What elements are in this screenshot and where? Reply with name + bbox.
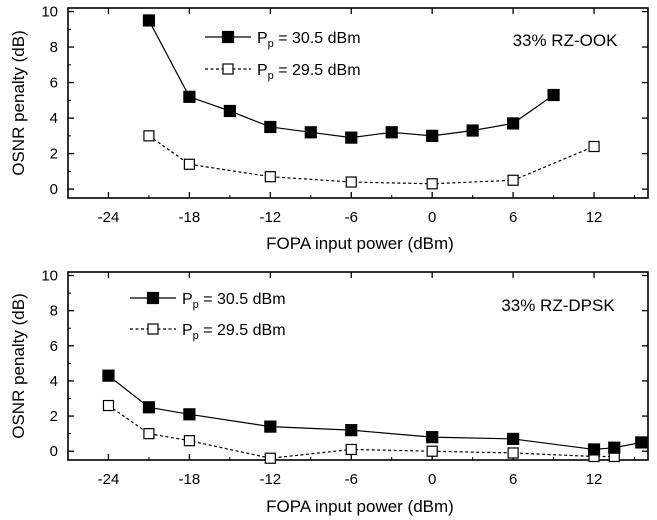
y-tick-label: 10 [41,4,58,21]
data-point [264,171,276,183]
x-tick-label: 0 [428,209,436,226]
y-tick-label: 0 [50,443,58,460]
data-point [223,104,236,118]
data-point [507,447,519,459]
series-2 [143,130,600,190]
data-point [264,420,277,433]
data-point [345,131,358,144]
x-tick-label: -6 [345,471,358,488]
series-1 [142,14,560,144]
x-axis-label: FOPA input power (dBm) [266,234,454,253]
y-tick-label: 2 [50,408,58,425]
data-point [102,399,115,412]
x-tick-label: -18 [179,209,201,226]
data-point [345,176,357,188]
data-point [102,369,115,382]
chart-panel-2: -24 -18 -12 -6 0 6 12 0 2 4 6 8 10 FOPA input power (… [9,268,649,516]
legend-marker [147,323,159,335]
data-point [547,88,560,102]
y-axis-label: OSNR penalty (dB) [9,293,28,439]
x-tick-label: 6 [509,209,517,226]
data-point [588,140,600,153]
data-point [183,435,195,447]
data-point [142,401,156,414]
data-point [587,443,601,456]
data-point [142,14,156,27]
y-tick-label: 6 [50,338,58,355]
data-point [345,424,358,437]
x-tick-label: -12 [259,471,281,488]
data-point [608,441,621,454]
legend-label: Pp = 30.5 dBm [257,30,361,50]
y-tick-label: 4 [50,373,58,390]
y-tick-label: 0 [50,181,58,198]
data-point [426,129,439,142]
y-tick-label: 6 [50,75,58,92]
chart-annotation: 33% RZ-OOK [513,31,619,50]
x-tick-label: 6 [509,471,517,488]
chart-annotation: 33% RZ-DPSK [501,296,615,315]
data-point [507,174,519,186]
legend-marker [221,30,235,44]
legend-entry-1: Pp = 30.5 dBm [130,291,286,311]
y-tick-label: 4 [50,110,58,127]
legend-label: Pp = 30.5 dBm [182,291,286,311]
data-point [507,117,520,130]
y-tick-label: 8 [50,39,58,56]
series-2 [102,399,620,464]
legend-entry-1: Pp = 30.5 dBm [205,30,361,50]
x-tick-label: 12 [586,209,603,226]
data-point [345,443,357,456]
data-point [635,436,648,449]
legend-marker [222,63,234,75]
data-point [143,428,155,440]
series-line [108,375,642,451]
legend-entry-2: Pp = 29.5 dBm [205,62,361,82]
x-tick-label: -12 [259,209,281,226]
legend-entry-2: Pp = 29.5 dBm [130,322,286,342]
y-tick-label: 2 [50,146,58,163]
x-tick-label: -24 [98,209,120,226]
data-point [183,408,196,421]
data-point [183,90,196,103]
x-tick-label: 0 [428,471,436,488]
y-tick-label: 10 [41,268,58,285]
series-1 [102,369,648,456]
data-point [264,452,276,464]
x-tick-label: -18 [179,471,201,488]
x-axis-label: FOPA input power (dBm) [266,497,454,516]
legend-label: Pp = 29.5 dBm [182,322,286,342]
legend-label: Pp = 29.5 dBm [257,62,361,82]
data-point [385,126,398,139]
data-point [143,130,155,142]
plot-frame [67,271,649,461]
data-point [183,158,195,170]
plot-frame [67,7,649,199]
chart-panel-1: -24 -18 -12 -6 0 6 12 0 2 4 6 8 10 FOPA input power (… [9,4,649,253]
data-point [507,432,520,446]
y-tick-label: 8 [50,303,58,320]
data-point [426,178,438,190]
x-tick-label: -24 [98,471,120,488]
data-point [466,124,479,137]
x-tick-label: -6 [345,209,358,226]
data-point [304,126,317,139]
data-point [264,120,277,134]
data-point [426,445,438,457]
series-line [148,135,595,185]
legend-marker [146,291,160,305]
x-tick-label: 12 [586,471,603,488]
y-axis-label: OSNR penalty (dB) [9,30,28,176]
data-point [426,431,439,444]
